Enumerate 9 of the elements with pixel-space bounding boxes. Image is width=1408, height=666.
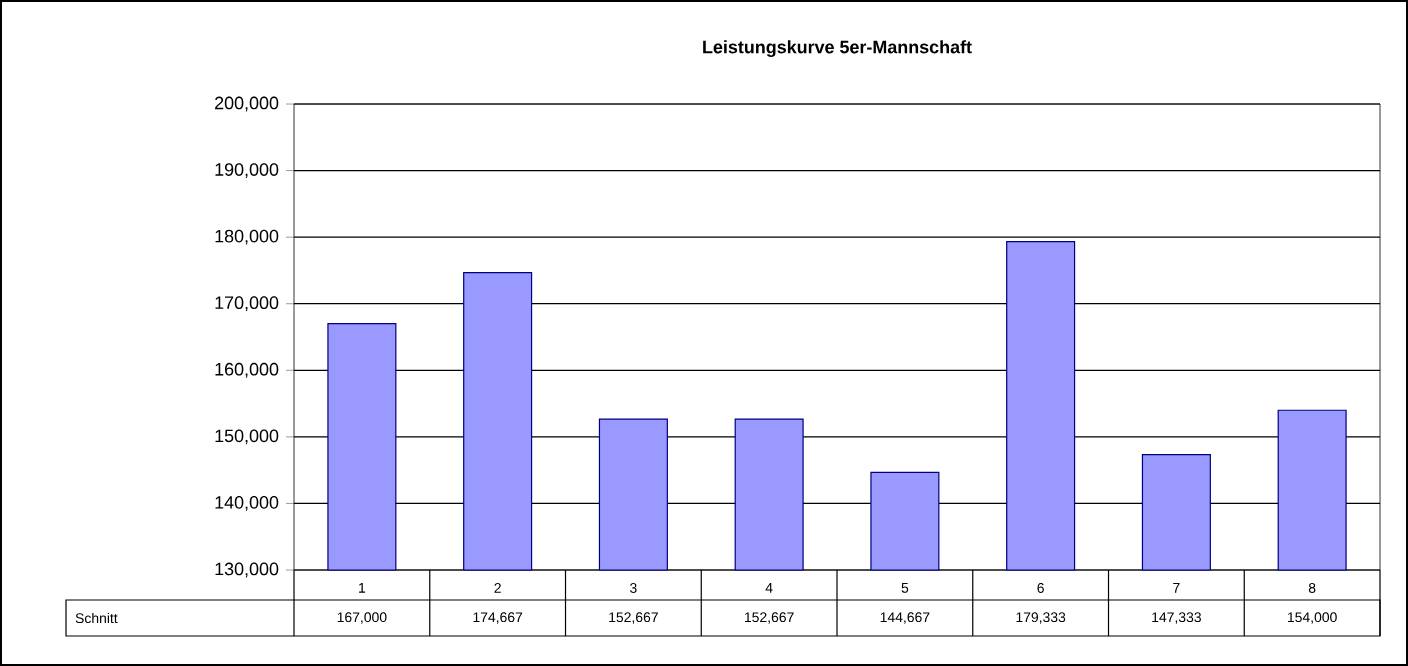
y-tick-label: 130,000 [215,562,279,578]
chart-title: Leistungskurve 5er-Mannschaft [703,40,972,58]
y-tick-label: 170,000 [215,296,279,312]
y-tick-label: 190,000 [215,163,279,178]
y-tick-label: 200,000 [215,96,279,112]
y-tick-label: 140,000 [215,496,279,511]
y-tick-label: 150,000 [215,429,279,445]
y-tick-label: 160,000 [215,362,279,378]
y-tick-label: 180,000 [215,229,279,245]
